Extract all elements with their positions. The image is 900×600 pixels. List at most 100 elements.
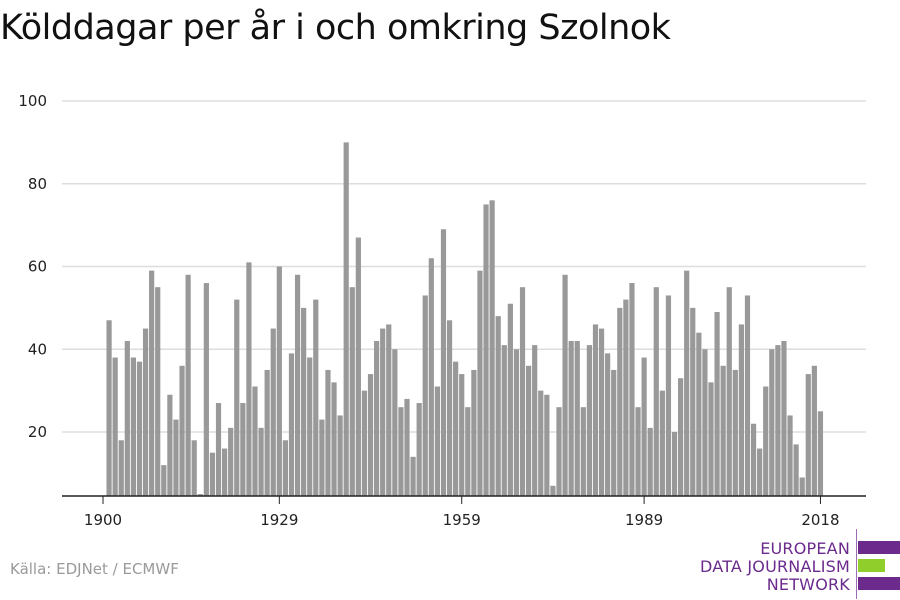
bar-1966 [501,345,507,496]
bar-1997 [690,307,696,497]
bar-1918 [209,452,216,496]
bar-1940 [343,142,349,497]
bar-1964 [489,200,495,497]
bar-1923 [240,403,246,496]
y-tick-label: 40 [28,340,47,358]
bar-2001 [714,312,720,496]
bar-1982 [598,328,605,496]
bar-1983 [605,353,611,496]
bar-1954 [428,258,434,496]
bar-1928 [270,328,276,496]
bar-1958 [453,361,459,496]
logo-bar-bottom [858,577,900,590]
bar-1903 [118,440,124,496]
logo-bar-top [858,541,900,554]
bar-2003 [726,287,732,496]
bar-1920 [222,448,228,496]
bar-1924 [246,262,252,496]
bar-1904 [124,340,130,496]
bar-1999 [702,349,708,496]
bar-1988 [635,407,641,496]
bar-1934 [307,357,313,496]
bar-1974 [550,485,556,496]
bar-1926 [258,427,264,496]
bar-1969 [519,287,526,496]
bar-1990 [647,427,653,496]
bar-2011 [775,345,781,496]
bar-1994 [671,432,678,496]
bar-1981 [592,324,599,496]
bar-1941 [349,287,355,496]
x-tick-label: 1900 [84,511,122,529]
bar-1909 [155,287,161,496]
bar-2018 [817,411,824,496]
bar-1967 [507,303,513,496]
bar-2005 [738,324,744,496]
bar-1956 [440,229,447,496]
bar-1962 [477,270,483,496]
logo-line-2: DATA JOURNALISM [700,557,850,576]
logo-bar-middle [858,559,885,572]
bar-1976 [562,274,568,496]
logo-line-1: EUROPEAN [760,539,850,558]
bar-1957 [446,320,453,496]
y-tick-label: 20 [28,423,47,441]
bar-1965 [495,316,501,496]
bar-1973 [544,394,550,496]
bar-2016 [805,374,811,496]
bar-1955 [434,386,440,496]
bar-1948 [392,349,398,496]
bar-1985 [617,307,623,497]
bar-1927 [264,369,270,496]
bar-1907 [142,328,149,496]
bar-1929 [276,266,282,496]
gridlines [62,100,866,433]
bar-1996 [684,270,690,496]
bar-2004 [732,369,738,496]
bar-1946 [380,328,386,496]
bar-1945 [374,340,380,496]
bar-1979 [580,407,586,496]
bar-1984 [611,369,617,496]
bar-2007 [750,423,757,496]
bar-1914 [185,274,191,496]
bar-1930 [282,440,288,496]
bar-2014 [793,444,799,496]
bar-1922 [234,299,240,496]
bar-1993 [665,295,672,496]
chart-title: Kölddagar per år i och omkring Szolnok [0,8,671,48]
logo-divider [856,529,857,599]
bar-1916 [197,494,203,496]
bar-1911 [167,394,173,496]
logo-line-3: NETWORK [766,575,850,594]
bar-1975 [556,407,562,496]
bar-2012 [781,340,787,496]
bar-2006 [744,295,751,496]
x-tick-label: 1989 [625,511,663,529]
y-tick-label: 60 [28,258,47,276]
bar-2002 [720,365,726,496]
bar-1944 [367,374,374,496]
bar-1921 [228,427,234,496]
y-tick-label: 100 [18,92,47,110]
bar-1908 [149,270,155,496]
y-tick-label: 80 [28,175,47,193]
y-axis-ticks: 20 40 60 80 100 [18,92,47,441]
bar-2017 [811,365,817,496]
bar-1986 [623,299,629,496]
bar-1915 [191,440,197,496]
bar-1901 [106,320,112,496]
bar-1937 [325,369,331,496]
bar-1936 [319,419,325,496]
bar-1906 [136,361,143,496]
bar-1931 [288,353,295,496]
bar-1949 [398,407,404,496]
x-axis-ticks: 1900 1929 1959 1989 2018 [84,496,840,529]
bar-1991 [653,287,659,496]
source-note: Källa: EDJNet / ECMWF [10,560,179,578]
edjnet-logo[interactable]: EUROPEAN DATA JOURNALISM NETWORK [700,529,900,599]
bar-1977 [568,340,574,496]
bar-2015 [799,477,805,496]
bar-1950 [404,398,410,496]
